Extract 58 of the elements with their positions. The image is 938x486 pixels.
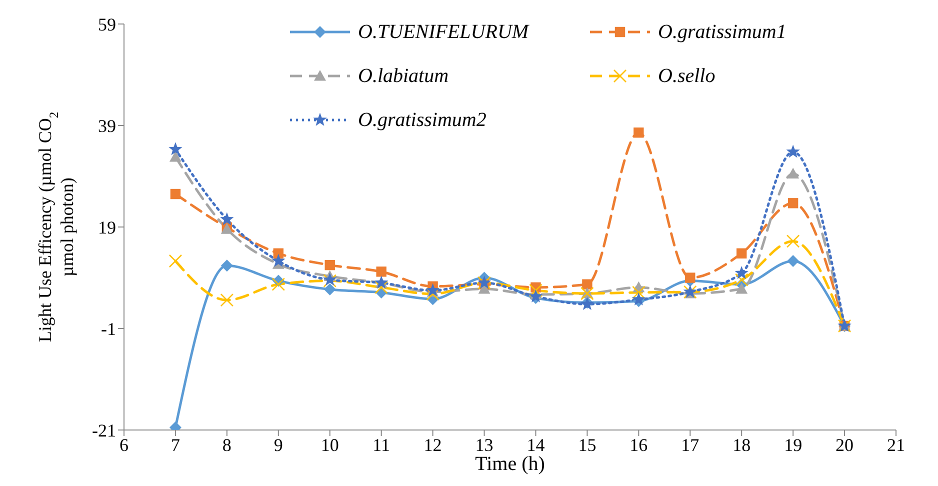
point bbox=[220, 212, 234, 226]
x-tick-label: 6 bbox=[120, 434, 128, 455]
point bbox=[529, 284, 542, 298]
point bbox=[736, 282, 748, 294]
point bbox=[632, 286, 646, 300]
x-tick-label: 11 bbox=[372, 434, 390, 455]
y-tick-label: 19 bbox=[98, 217, 116, 238]
point bbox=[632, 292, 646, 306]
point bbox=[528, 289, 543, 302]
legend-label: O.sello bbox=[658, 64, 716, 88]
legend-label: O.TUENIFELURUM bbox=[358, 20, 529, 44]
point bbox=[169, 150, 182, 162]
point bbox=[734, 273, 748, 286]
x-tick-label: 18 bbox=[732, 434, 751, 455]
point bbox=[426, 287, 440, 301]
point bbox=[582, 279, 592, 290]
x-tick-label: 13 bbox=[475, 434, 494, 455]
point bbox=[685, 272, 696, 283]
x-tick-label: 7 bbox=[170, 434, 180, 455]
point bbox=[170, 188, 181, 200]
y-tick-label: -21 bbox=[92, 420, 116, 440]
x-tick-label: 8 bbox=[222, 434, 232, 455]
point bbox=[734, 266, 748, 280]
point bbox=[272, 254, 286, 267]
x-tick-label: 20 bbox=[836, 434, 854, 455]
x-tick-label: 15 bbox=[578, 434, 596, 455]
legend-label: O.gratissimum1 bbox=[658, 20, 786, 44]
x-tick-label: 10 bbox=[320, 434, 339, 455]
point bbox=[376, 266, 386, 277]
x-tick-label: 16 bbox=[630, 434, 648, 455]
point bbox=[787, 168, 800, 179]
y-tick-label: 59 bbox=[98, 14, 116, 34]
x-tick-label: 9 bbox=[274, 434, 283, 455]
point bbox=[787, 255, 800, 268]
point bbox=[786, 144, 800, 158]
point bbox=[324, 260, 335, 270]
legend-label: O.labiatum bbox=[358, 64, 449, 88]
point bbox=[634, 128, 644, 138]
point bbox=[272, 278, 286, 291]
x-tick-label: 19 bbox=[784, 434, 802, 455]
point bbox=[374, 280, 388, 294]
x-tick-label: 14 bbox=[526, 434, 545, 455]
point bbox=[168, 254, 182, 268]
point bbox=[220, 293, 234, 307]
y-tick-label: -1 bbox=[101, 318, 116, 339]
x-tick-label: 17 bbox=[681, 434, 700, 455]
point bbox=[168, 142, 182, 156]
legend-label: O.gratissimum2 bbox=[358, 108, 486, 132]
point bbox=[786, 234, 800, 248]
point bbox=[736, 248, 747, 258]
y-tick-label: 39 bbox=[98, 116, 116, 136]
point bbox=[220, 260, 233, 272]
point bbox=[788, 198, 798, 208]
x-tick-label: 21 bbox=[887, 434, 905, 455]
x-axis-title: Time (h) bbox=[475, 453, 545, 475]
x-tick-label: 12 bbox=[424, 434, 442, 455]
point bbox=[324, 283, 336, 296]
point bbox=[426, 283, 440, 296]
